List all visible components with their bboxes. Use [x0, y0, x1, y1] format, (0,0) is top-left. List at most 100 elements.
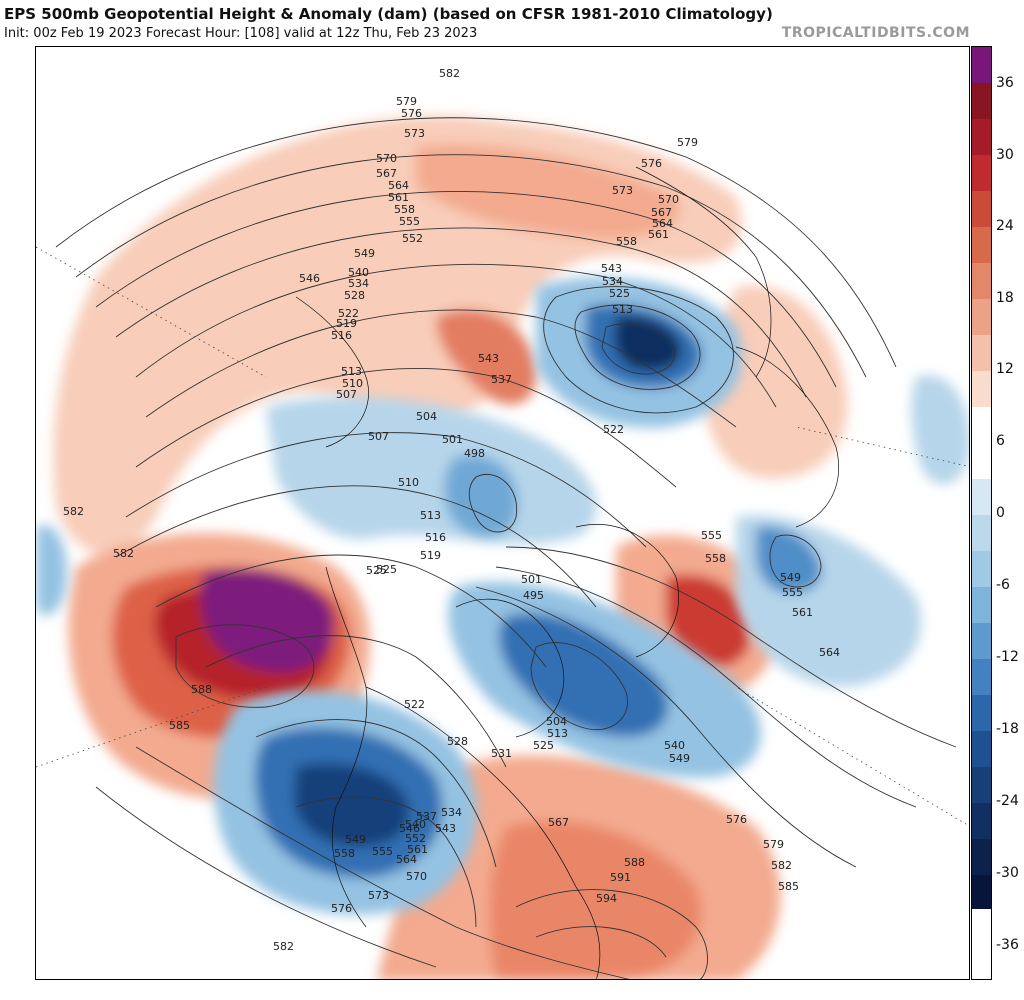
contour-label: 576: [641, 157, 662, 170]
contour-label: 561: [407, 843, 428, 856]
contour-label: 519: [420, 549, 441, 562]
contour-label: 564: [388, 179, 409, 192]
contour-label: 513: [420, 509, 441, 522]
contour-label: 525: [533, 739, 554, 752]
colorbar-tick: 18: [996, 290, 1014, 306]
contour-label: 516: [331, 329, 352, 342]
contour-label: 582: [113, 547, 134, 560]
contour-label: 513: [341, 365, 362, 378]
site-watermark: TROPICALTIDBITS.COM: [781, 25, 970, 41]
contour-label: 552: [402, 232, 423, 245]
contour-label: 507: [336, 388, 357, 401]
contour-label: 564: [652, 217, 673, 230]
contour-label: 531: [491, 747, 512, 760]
contour-label: 540: [348, 266, 369, 279]
colorbar-tick: -18: [996, 721, 1019, 737]
graticule: [36, 246, 969, 827]
contour-label: 546: [399, 822, 420, 835]
colorbar-tick: -6: [996, 577, 1010, 593]
contour-label: 585: [778, 880, 799, 893]
contour-label: 558: [334, 847, 355, 860]
contour-label: 567: [548, 816, 569, 829]
contour-label: 570: [658, 193, 679, 206]
colorbar-tick: -24: [996, 793, 1019, 809]
contour-label: 555: [399, 215, 420, 228]
contour-label: 537: [491, 373, 512, 386]
contour-label: 582: [273, 940, 294, 953]
contour-label: 534: [602, 275, 623, 288]
contour-label: 579: [763, 838, 784, 851]
contour-label: 552: [405, 832, 426, 845]
contour-label: 549: [345, 833, 366, 846]
contour-label: 504: [416, 410, 437, 423]
anomaly-map: 582 579 576 573 570 567 564 561 558 555 …: [36, 67, 969, 979]
colorbar-tick: 36: [996, 75, 1014, 91]
contour-label: 510: [398, 476, 419, 489]
contour-label: 561: [648, 228, 669, 241]
contour-label: 525: [376, 563, 397, 576]
contour-label: 573: [368, 889, 389, 902]
contour-label: 558: [394, 203, 415, 216]
contour-label: 567: [651, 206, 672, 219]
contour-label: 594: [596, 892, 617, 905]
colorbar-tick: 12: [996, 361, 1014, 377]
height-contours: [55, 117, 957, 979]
contour-label: 537: [416, 810, 437, 823]
contour-label: 543: [601, 262, 622, 275]
colorbar-tick: 30: [996, 147, 1014, 163]
contour-label: 582: [439, 67, 460, 80]
contour-label: 549: [669, 752, 690, 765]
coastlines: [295, 166, 839, 979]
contour-label: 558: [705, 552, 726, 565]
contour-label: 579: [396, 95, 417, 108]
contour-label: 516: [425, 531, 446, 544]
contour-label: 543: [478, 352, 499, 365]
contour-label: 522: [603, 423, 624, 436]
contour-label: 582: [63, 505, 84, 518]
contour-label: 582: [771, 859, 792, 872]
colorbar-tick: 0: [996, 505, 1005, 521]
contour-label: 585: [169, 719, 190, 732]
colorbar: [971, 46, 992, 980]
contour-label: 570: [376, 152, 397, 165]
contour-label: 591: [610, 871, 631, 884]
contour-label: 564: [819, 646, 840, 659]
contour-label: 573: [404, 127, 425, 140]
contour-label: 543: [435, 822, 456, 835]
contour-label: 546: [299, 272, 320, 285]
contour-label: 501: [521, 573, 542, 586]
contour-label: 561: [388, 191, 409, 204]
colorbar-tick: -36: [996, 937, 1019, 953]
contour-label: 561: [792, 606, 813, 619]
colorbar-tick: 6: [996, 433, 1005, 449]
contour-label: 534: [348, 277, 369, 290]
colorbar-tick: -30: [996, 865, 1019, 881]
colorbar-tick: -12: [996, 649, 1019, 665]
contour-label: 522: [404, 698, 425, 711]
contour-label: 579: [677, 136, 698, 149]
contour-label: 513: [612, 303, 633, 316]
contour-label: 501: [442, 433, 463, 446]
contour-label: 525: [609, 287, 630, 300]
map-subtitle: Init: 00z Feb 19 2023 Forecast Hour: [10…: [4, 26, 478, 41]
contour-label: 588: [191, 683, 212, 696]
contour-label: 576: [726, 813, 747, 826]
contour-label: 555: [701, 529, 722, 542]
contour-label: 528: [447, 735, 468, 748]
contour-label: 540: [405, 818, 426, 831]
contour-label: 504: [546, 715, 567, 728]
contour-label: 525: [366, 564, 387, 577]
map-panel: 582 579 576 573 570 567 564 561 558 555 …: [35, 46, 970, 980]
contour-label: 555: [782, 586, 803, 599]
contour-label: 588: [624, 856, 645, 869]
contour-label: 498: [464, 447, 485, 460]
contour-label: 558: [616, 235, 637, 248]
colorbar-tick: 24: [996, 218, 1014, 234]
map-title: EPS 500mb Geopotential Height & Anomaly …: [4, 5, 773, 23]
contour-label: 564: [396, 853, 417, 866]
contour-label: 567: [376, 167, 397, 180]
contour-label: 510: [342, 377, 363, 390]
contour-label: 555: [372, 845, 393, 858]
contour-label: 576: [331, 902, 352, 915]
contour-label: 540: [664, 739, 685, 752]
